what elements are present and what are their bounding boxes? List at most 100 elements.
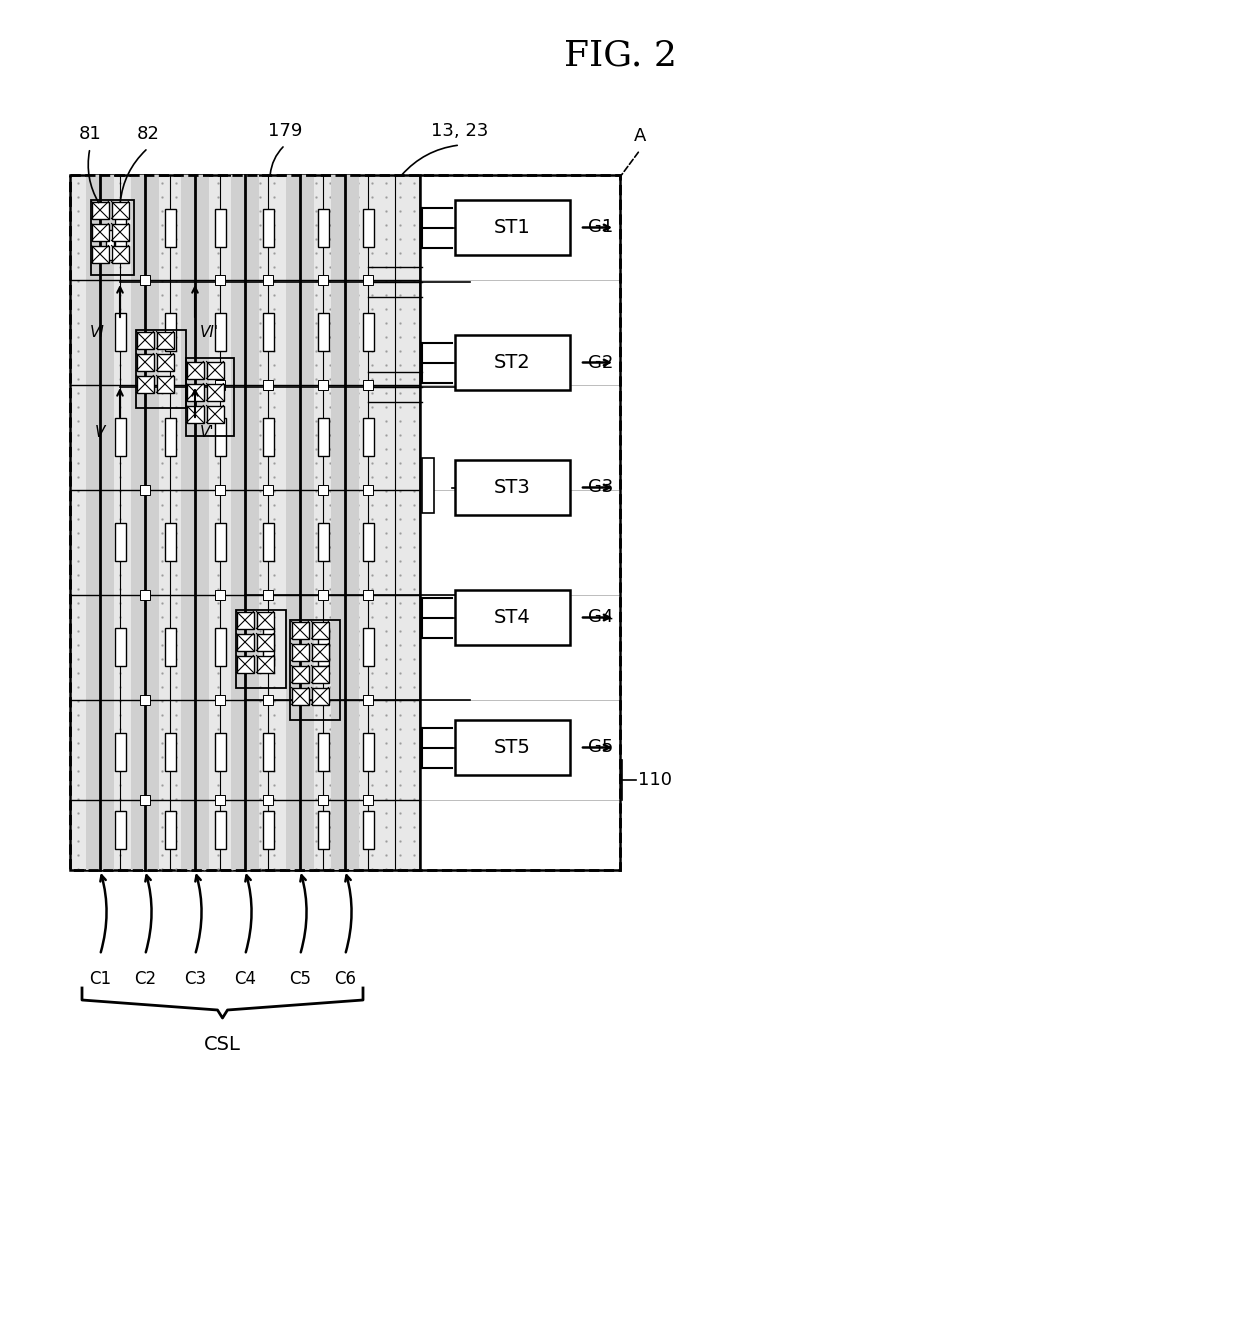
Bar — [455, 720, 570, 775]
Text: A: A — [634, 127, 646, 145]
Bar — [263, 485, 273, 494]
Bar — [257, 612, 274, 628]
Bar — [207, 383, 223, 401]
Text: C5: C5 — [289, 970, 311, 988]
Bar — [112, 223, 129, 241]
Bar — [92, 201, 109, 218]
Text: VI: VI — [91, 325, 105, 340]
Bar — [105, 230, 114, 260]
Bar — [140, 795, 150, 805]
Bar — [114, 418, 125, 456]
Bar — [215, 795, 224, 805]
Bar — [311, 644, 329, 661]
Bar — [114, 313, 125, 352]
Bar — [363, 795, 373, 805]
Text: 179: 179 — [268, 122, 303, 140]
Bar — [215, 485, 224, 494]
Bar — [165, 418, 176, 456]
Text: V': V' — [200, 424, 215, 440]
Bar — [317, 628, 329, 666]
Bar — [92, 223, 109, 241]
Bar — [215, 732, 226, 771]
Bar — [236, 609, 286, 687]
Bar — [136, 353, 154, 370]
Bar — [131, 175, 159, 870]
Bar — [263, 795, 273, 805]
Bar — [317, 810, 329, 849]
Bar — [317, 795, 329, 805]
Bar — [165, 313, 176, 352]
Bar — [362, 209, 373, 247]
Bar — [215, 524, 226, 561]
Text: C3: C3 — [184, 970, 206, 988]
Text: ST3: ST3 — [494, 479, 531, 497]
Bar — [291, 644, 309, 661]
Bar — [291, 687, 309, 705]
Bar — [186, 406, 203, 423]
Bar — [92, 246, 109, 263]
Text: 13, 23: 13, 23 — [432, 122, 489, 140]
Bar — [165, 628, 176, 666]
Bar — [140, 379, 150, 390]
Bar — [317, 313, 329, 352]
Bar — [291, 621, 309, 639]
Text: 82: 82 — [136, 126, 160, 143]
Bar — [455, 590, 570, 645]
Bar — [263, 379, 273, 390]
Bar — [311, 687, 329, 705]
Bar — [420, 175, 620, 870]
Text: C1: C1 — [89, 970, 112, 988]
Bar — [362, 418, 373, 456]
Bar — [237, 633, 253, 650]
Text: G5: G5 — [588, 739, 614, 756]
Bar — [114, 628, 125, 666]
Bar — [263, 209, 274, 247]
Bar — [362, 732, 373, 771]
Bar — [290, 620, 340, 720]
Bar — [207, 361, 223, 378]
Bar — [165, 810, 176, 849]
Bar — [231, 175, 259, 870]
Bar — [317, 695, 329, 705]
Bar — [363, 275, 373, 286]
Bar — [156, 332, 174, 349]
Bar — [186, 361, 203, 378]
Bar — [215, 418, 226, 456]
Bar — [363, 485, 373, 494]
Text: VI': VI' — [200, 325, 219, 340]
Bar — [215, 810, 226, 849]
Bar — [263, 524, 274, 561]
Bar — [362, 628, 373, 666]
Bar — [136, 375, 154, 393]
Bar — [311, 665, 329, 682]
Bar — [317, 275, 329, 286]
Text: ST5: ST5 — [494, 738, 531, 758]
Bar — [215, 628, 226, 666]
Bar — [165, 209, 176, 247]
Text: 110: 110 — [639, 771, 672, 789]
Text: C6: C6 — [334, 970, 356, 988]
Bar — [263, 810, 274, 849]
Bar — [165, 732, 176, 771]
Bar — [114, 524, 125, 561]
Bar — [263, 275, 273, 286]
Bar — [317, 524, 329, 561]
Text: G3: G3 — [588, 479, 614, 497]
Bar — [156, 375, 174, 393]
Bar — [362, 313, 373, 352]
Text: FIG. 2: FIG. 2 — [563, 38, 677, 71]
Bar — [186, 383, 203, 401]
Bar — [455, 200, 570, 255]
Bar — [186, 358, 234, 436]
Bar — [257, 633, 274, 650]
Bar — [237, 656, 253, 673]
Bar — [263, 590, 273, 600]
Bar — [263, 695, 273, 705]
Bar — [263, 313, 274, 352]
Bar — [363, 379, 373, 390]
Text: G2: G2 — [588, 353, 614, 371]
Bar — [112, 201, 129, 218]
Bar — [91, 200, 134, 275]
Bar — [263, 732, 274, 771]
Bar — [455, 334, 570, 390]
